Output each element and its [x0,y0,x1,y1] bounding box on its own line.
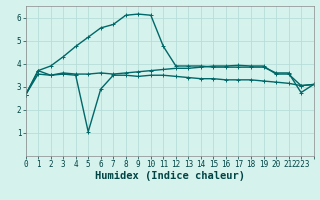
X-axis label: Humidex (Indice chaleur): Humidex (Indice chaleur) [95,171,244,181]
